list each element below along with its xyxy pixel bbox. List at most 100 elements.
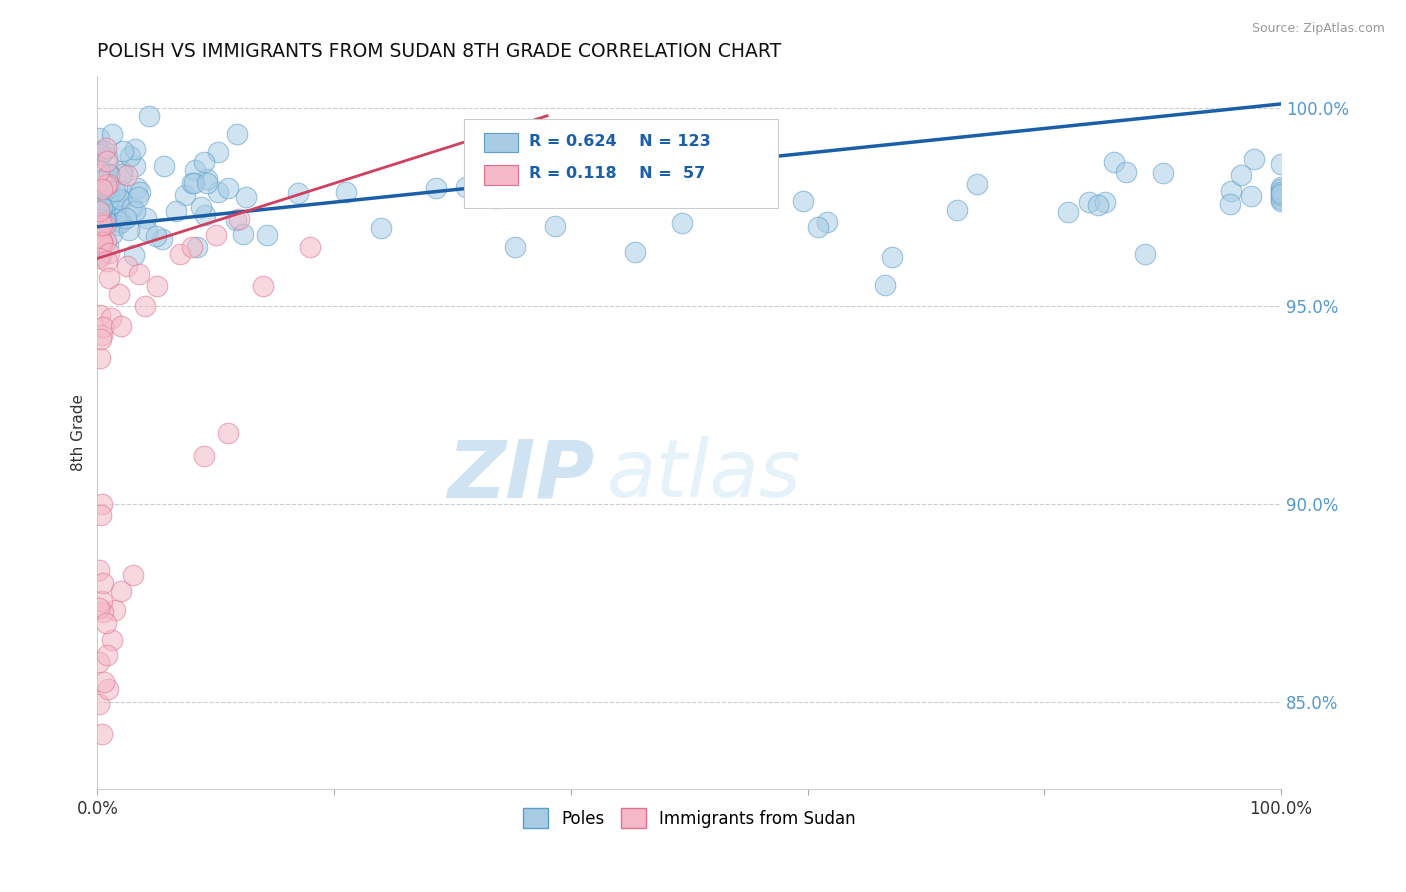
Point — [1243, 152, 1265, 166]
Point — [91, 235, 114, 250]
Point — [87, 251, 110, 265]
Point — [110, 215, 132, 229]
Point — [792, 194, 814, 208]
Point — [124, 203, 146, 218]
Point — [87, 601, 110, 615]
Point — [110, 193, 132, 207]
Point — [815, 215, 838, 229]
Text: Source: ZipAtlas.com: Source: ZipAtlas.com — [1251, 22, 1385, 36]
Bar — [485, 133, 517, 153]
Point — [90, 327, 112, 342]
Point — [122, 247, 145, 261]
Point — [91, 576, 114, 591]
Text: POLISH VS IMMIGRANTS FROM SUDAN 8TH GRADE CORRELATION CHART: POLISH VS IMMIGRANTS FROM SUDAN 8TH GRAD… — [97, 42, 782, 61]
Point — [183, 176, 205, 190]
Point — [118, 223, 141, 237]
Point — [138, 109, 160, 123]
Point — [1135, 247, 1157, 261]
Point — [505, 240, 527, 254]
Point — [90, 217, 112, 231]
Point — [97, 187, 120, 202]
Y-axis label: 8th Grade: 8th Grade — [72, 394, 86, 471]
Point — [90, 247, 112, 261]
Point — [87, 131, 110, 145]
Point — [124, 142, 146, 156]
Point — [128, 267, 150, 281]
Point — [94, 219, 117, 233]
Point — [90, 147, 112, 161]
Point — [807, 219, 830, 234]
Point — [456, 179, 478, 194]
Point — [134, 299, 156, 313]
Point — [174, 188, 197, 202]
Point — [1270, 186, 1292, 201]
Point — [107, 209, 129, 223]
Point — [89, 215, 111, 229]
Point — [96, 215, 118, 229]
Point — [97, 167, 120, 181]
Point — [181, 239, 204, 253]
Point — [1270, 189, 1292, 203]
Point — [145, 229, 167, 244]
Point — [87, 199, 110, 213]
Point — [299, 239, 322, 253]
Point — [152, 159, 174, 173]
Point — [100, 311, 122, 326]
Point — [101, 633, 124, 648]
Point — [207, 145, 229, 160]
Text: R = 0.118    N =  57: R = 0.118 N = 57 — [530, 167, 706, 181]
Point — [217, 425, 239, 440]
Point — [96, 253, 118, 268]
Point — [671, 216, 693, 230]
Point — [165, 204, 187, 219]
Point — [195, 176, 218, 190]
Point — [880, 251, 903, 265]
Point — [87, 656, 110, 670]
Point — [104, 603, 127, 617]
Point — [1270, 156, 1292, 170]
Bar — [485, 165, 517, 186]
Point — [183, 163, 205, 178]
Point — [87, 203, 110, 218]
Text: atlas: atlas — [606, 436, 801, 515]
Point — [96, 180, 118, 194]
Point — [90, 205, 112, 219]
Point — [195, 171, 218, 186]
Point — [89, 308, 111, 322]
Point — [207, 185, 229, 199]
Point — [91, 183, 114, 197]
Point — [91, 218, 114, 232]
Point — [127, 181, 149, 195]
Text: R = 0.624    N = 123: R = 0.624 N = 123 — [530, 134, 711, 149]
Legend: Poles, Immigrants from Sudan: Poles, Immigrants from Sudan — [516, 802, 862, 834]
Point — [228, 211, 250, 226]
Point — [91, 235, 114, 250]
Point — [96, 150, 118, 164]
Point — [87, 697, 110, 711]
Point — [89, 227, 111, 242]
Point — [97, 681, 120, 696]
Point — [105, 218, 128, 232]
Point — [124, 160, 146, 174]
Point — [121, 568, 143, 582]
Point — [101, 128, 124, 142]
Point — [1152, 165, 1174, 179]
Point — [97, 167, 120, 181]
Point — [225, 212, 247, 227]
Point — [96, 182, 118, 196]
Point — [252, 279, 274, 293]
Point — [90, 204, 112, 219]
Point — [1240, 188, 1263, 202]
Point — [87, 173, 110, 187]
Point — [111, 144, 134, 158]
Point — [145, 279, 167, 293]
Point — [287, 186, 309, 201]
Point — [97, 177, 120, 191]
Point — [91, 594, 114, 608]
Point — [91, 180, 114, 194]
Point — [93, 675, 115, 690]
Point — [485, 191, 508, 205]
Point — [136, 224, 159, 238]
Point — [150, 232, 173, 246]
Point — [425, 181, 447, 195]
